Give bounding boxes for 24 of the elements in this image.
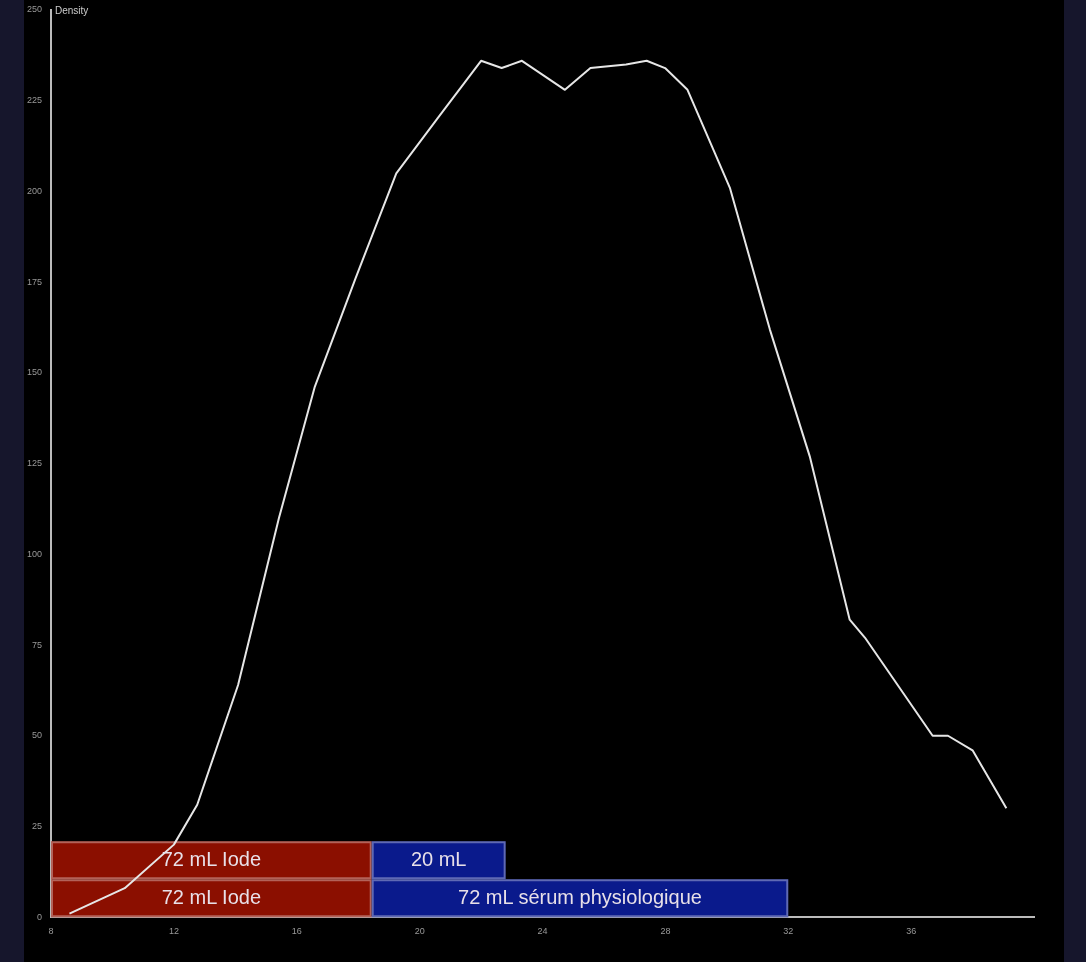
x-tick-label: 20 xyxy=(414,926,425,937)
band-label: 20 mL xyxy=(410,847,467,870)
y-tick-label: 25 xyxy=(32,820,43,831)
band-label: 72 mL Iode xyxy=(161,885,262,908)
y-axis-title: Density xyxy=(55,4,89,16)
y-tick-label: 75 xyxy=(32,639,43,650)
y-tick-label: 150 xyxy=(26,367,43,378)
x-tick-label: 24 xyxy=(537,926,548,937)
y-tick-label: 50 xyxy=(32,730,43,741)
x-tick-label: 36 xyxy=(906,926,917,937)
y-tick-label: 0 xyxy=(37,911,43,922)
y-tick-label: 250 xyxy=(26,4,43,15)
band-label: 72 mL sérum physiologique xyxy=(458,885,702,908)
x-tick-label: 12 xyxy=(168,926,179,937)
y-tick-label: 100 xyxy=(26,548,43,559)
x-tick-label: 28 xyxy=(660,926,671,937)
y-tick-label: 225 xyxy=(26,95,43,106)
y-tick-label: 125 xyxy=(26,458,43,469)
y-tick-label: 200 xyxy=(26,185,43,196)
y-tick-label: 175 xyxy=(26,276,43,287)
x-tick-label: 8 xyxy=(48,926,54,937)
x-tick-label: 32 xyxy=(783,926,794,937)
x-tick-label: 16 xyxy=(291,926,302,937)
band-label: 72 mL Iode xyxy=(161,847,262,870)
